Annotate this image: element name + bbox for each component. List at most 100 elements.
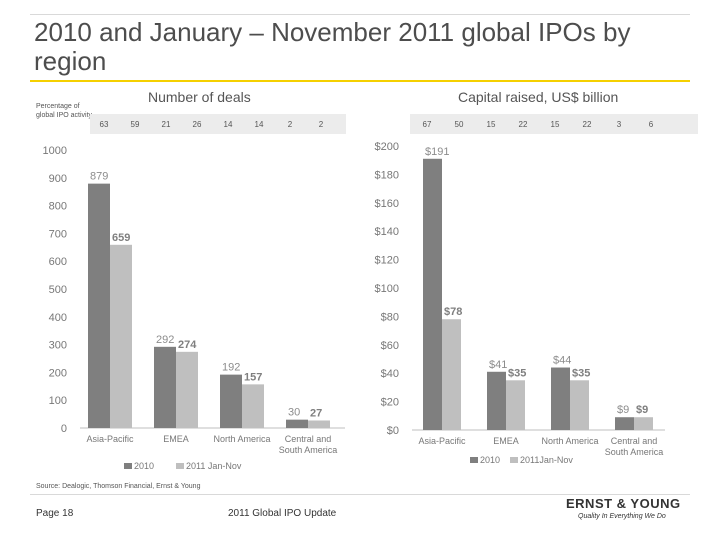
- document-title: 2011 Global IPO Update: [228, 508, 337, 519]
- deals-category-label: Central and: [285, 434, 332, 444]
- capital-y-tick-label: $180: [375, 169, 399, 181]
- logo-tagline: Quality In Everything We Do: [578, 513, 666, 520]
- page-title: 2010 and January – November 2011 global …: [34, 17, 631, 76]
- deals-bar-2011: [308, 420, 330, 428]
- capital-y-tick-label: $60: [381, 340, 399, 352]
- title-rule: [30, 80, 690, 82]
- capital-category-label: South America: [605, 447, 664, 457]
- capital-category-label: North America: [541, 436, 598, 446]
- capital-category-label: EMEA: [493, 436, 519, 446]
- deals-pct-value: 14: [223, 120, 233, 129]
- deals-data-label: 292: [156, 334, 174, 346]
- capital-data-label: $44: [553, 355, 571, 367]
- capital-y-tick-label: $20: [381, 397, 399, 409]
- ernst-young-logo: ERNST & YOUNG Quality In Everything We D…: [566, 496, 696, 520]
- deals-pct-value: 26: [192, 120, 202, 129]
- capital-pct-value: 15: [550, 120, 560, 129]
- capital-data-label: $9: [636, 404, 648, 416]
- capital-data-label: $35: [572, 367, 590, 379]
- deals-pct-value: 2: [287, 120, 293, 129]
- capital-bar-2011: [634, 417, 653, 430]
- deals-pct-value: 21: [161, 120, 171, 129]
- deals-data-label: 192: [222, 362, 240, 374]
- deals-y-tick-label: 1000: [43, 145, 67, 157]
- deals-y-tick-label: 700: [49, 228, 67, 240]
- deals-y-tick-label: 500: [49, 284, 67, 296]
- deals-category-label: Asia-Pacific: [86, 434, 134, 444]
- deals-legend-label: 2011 Jan-Nov: [186, 461, 242, 471]
- deals-category-label: South America: [279, 445, 338, 455]
- deals-y-tick-label: 200: [49, 367, 67, 379]
- capital-chart-title: Capital raised, US$ billion: [458, 89, 619, 105]
- deals-y-tick-label: 100: [49, 395, 67, 407]
- capital-bar-2010: [487, 371, 506, 430]
- capital-y-tick-label: $80: [381, 311, 399, 323]
- deals-y-tick-label: 900: [49, 173, 67, 185]
- capital-pct-value: 50: [454, 120, 464, 129]
- deals-y-tick-label: 600: [49, 256, 67, 268]
- capital-data-label: $41: [489, 359, 507, 371]
- top-rule: [30, 14, 690, 15]
- deals-data-label: 659: [112, 232, 130, 244]
- capital-chart: $0 $20 $40 $60 $80 $100 $120 $140 $160 $180 $200 $1…: [375, 141, 665, 465]
- page-number: Page 18: [36, 508, 74, 519]
- deals-pct-value: 63: [99, 120, 109, 129]
- deals-y-tick-label: 800: [49, 201, 67, 213]
- footer-rule: [30, 494, 690, 495]
- capital-data-label: $78: [444, 306, 462, 318]
- deals-y-tick-label: 300: [49, 340, 67, 352]
- capital-y-tick-label: $120: [375, 255, 399, 267]
- deals-data-label: 27: [310, 407, 322, 419]
- capital-legend-swatch: [470, 457, 478, 463]
- deals-bar-2010: [286, 419, 308, 428]
- deals-data-label: 30: [288, 407, 300, 419]
- capital-legend-label: 2011Jan-Nov: [520, 455, 573, 465]
- source-note: Source: Dealogic, Thomson Financial, Ern…: [36, 483, 201, 490]
- capital-data-label: $35: [508, 367, 526, 379]
- capital-pct-value: 6: [648, 120, 654, 129]
- capital-data-label: $9: [617, 404, 629, 416]
- capital-y-tick-label: $140: [375, 226, 399, 238]
- deals-pct-value: 59: [130, 120, 140, 129]
- deals-bar-2010: [88, 183, 110, 428]
- capital-bar-2011: [570, 380, 589, 430]
- deals-data-label: 157: [244, 371, 262, 383]
- capital-category-label: Central and: [611, 436, 658, 446]
- capital-y-tick-label: $40: [381, 368, 399, 380]
- capital-bar-2010: [615, 417, 634, 430]
- capital-data-label: $191: [425, 146, 449, 158]
- capital-pct-value: 15: [486, 120, 496, 129]
- deals-chart: 0 100 200 300 400 500 600 700 800 900 1000 879 659 As…: [43, 145, 345, 471]
- deals-bar-2011: [242, 384, 264, 428]
- capital-y-tick-label: $100: [375, 283, 399, 295]
- capital-bar-2010: [423, 158, 442, 430]
- capital-pct-value: 3: [616, 120, 622, 129]
- pct-label: Percentage of global IPO activity: [36, 103, 93, 119]
- capital-pct-strip: [410, 114, 698, 134]
- capital-y-tick-label: $0: [387, 425, 399, 437]
- capital-bar-2010: [551, 367, 570, 430]
- deals-y-tick-label: 400: [49, 312, 67, 324]
- deals-bar-2011: [110, 244, 132, 428]
- capital-y-tick-label: $200: [375, 141, 399, 153]
- deals-bar-2011: [176, 351, 198, 428]
- deals-data-label: 879: [90, 171, 108, 183]
- capital-legend-swatch: [510, 457, 518, 463]
- deals-legend-swatch: [124, 463, 132, 469]
- deals-data-label: 274: [178, 339, 197, 351]
- deals-bar-2010: [154, 346, 176, 428]
- capital-bar-2011: [442, 319, 461, 430]
- logo-name: ERNST & YOUNG: [566, 496, 681, 511]
- capital-category-label: Asia-Pacific: [418, 436, 466, 446]
- deals-legend-label: 2010: [134, 461, 154, 471]
- deals-y-tick-label: 0: [61, 423, 67, 435]
- deals-category-label: EMEA: [163, 434, 189, 444]
- deals-pct-value: 14: [254, 120, 264, 129]
- capital-legend-label: 2010: [480, 455, 500, 465]
- capital-bar-2011: [506, 380, 525, 430]
- capital-pct-value: 67: [422, 120, 432, 129]
- capital-y-tick-label: $160: [375, 198, 399, 210]
- deals-pct-strip: [90, 114, 346, 134]
- deals-bar-2010: [220, 374, 242, 428]
- capital-pct-value: 22: [518, 120, 528, 129]
